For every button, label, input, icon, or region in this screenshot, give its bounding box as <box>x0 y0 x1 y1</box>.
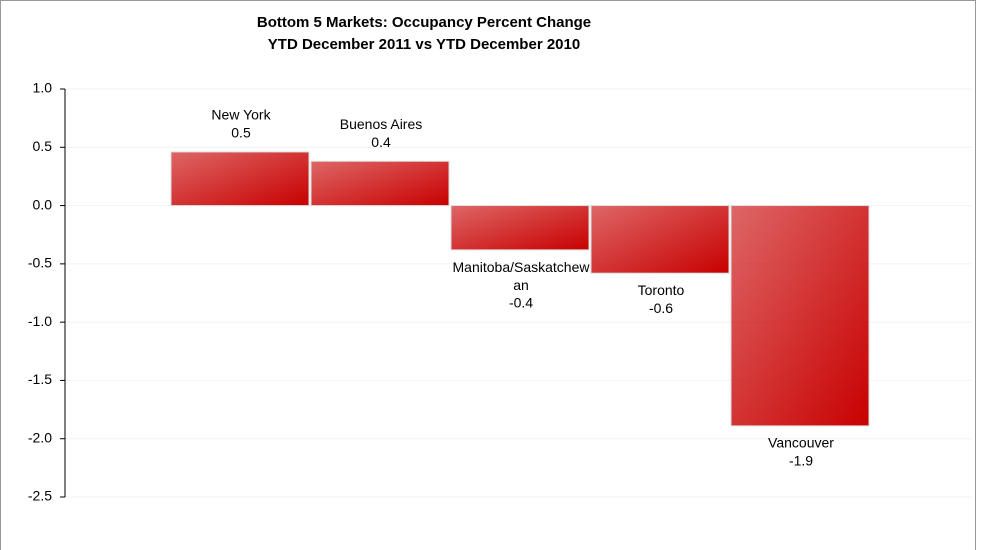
label-line: an <box>513 277 529 293</box>
y-tick-label: -1.0 <box>28 313 52 329</box>
bar <box>450 205 590 251</box>
data-label-name: Buenos Aires <box>340 116 423 132</box>
y-tick-label: 1.0 <box>33 80 53 96</box>
data-label-value: -1.9 <box>789 453 813 469</box>
data-label-value: -0.4 <box>509 295 533 311</box>
y-tick-label: 0.0 <box>33 196 53 212</box>
bar <box>310 160 450 207</box>
chart-subtitle: YTD December 2011 vs YTD December 2010 <box>268 36 580 53</box>
chart-title: Bottom 5 Markets: Occupancy Percent Chan… <box>257 14 591 31</box>
bar <box>590 205 730 274</box>
y-tick-label: -2.5 <box>28 488 52 504</box>
y-tick-label: -0.5 <box>28 255 52 271</box>
y-tick-label: 0.5 <box>33 138 53 154</box>
data-label-name: Toronto <box>638 282 685 298</box>
label-line: Manitoba/Saskatchew <box>453 259 591 275</box>
data-label-name: New York <box>211 107 271 123</box>
data-label-name: Manitoba/Saskatchew an <box>453 259 591 293</box>
bar <box>730 205 870 427</box>
y-tick-label: -1.5 <box>28 371 52 387</box>
data-label-value: 0.4 <box>371 134 391 150</box>
data-label-name: Vancouver <box>768 435 834 451</box>
data-label-value: -0.6 <box>649 300 673 316</box>
y-tick-label: -2.0 <box>28 429 52 445</box>
bar <box>170 151 310 207</box>
data-label-value: 0.5 <box>231 125 251 141</box>
